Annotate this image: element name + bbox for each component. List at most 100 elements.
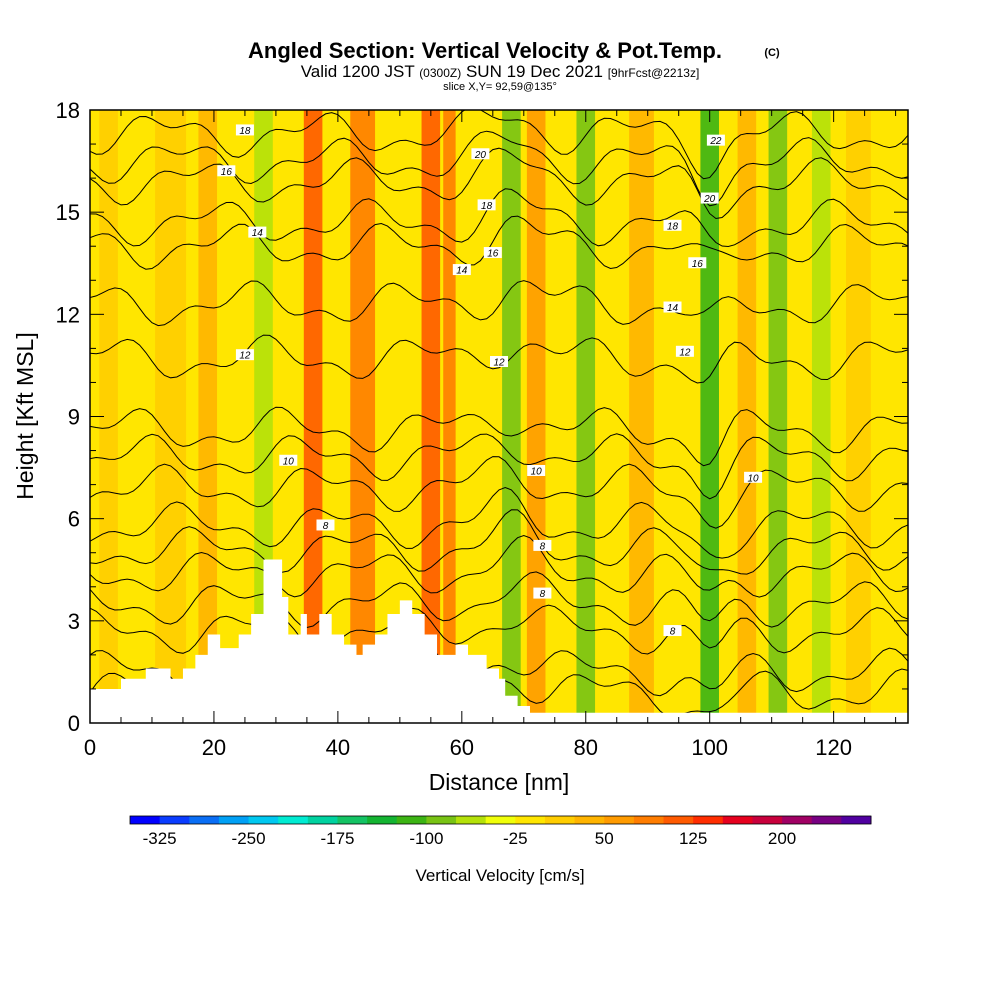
colorbar-swatch: [693, 816, 724, 824]
isotherm-label: 16: [221, 167, 233, 178]
x-tick-label: 40: [326, 735, 350, 760]
colorbar-tick-label: -250: [232, 829, 266, 848]
velocity-band: [443, 110, 456, 723]
isotherm-line: [90, 280, 908, 327]
isotherm-label-bg: [706, 134, 725, 146]
slice-info: slice X,Y= 92,59@135°: [443, 81, 557, 93]
tick-labels: 0 20 40 60 80 100 120 0 3 6 9 12 15 18: [56, 98, 852, 760]
x-tick-label: 120: [815, 735, 852, 760]
velocity-band: [526, 110, 546, 723]
colorbar-swatch: [752, 816, 783, 824]
valid-zulu: (0300Z): [419, 66, 461, 80]
colorbar-swatch: [722, 816, 753, 824]
valid-date: SUN 19 Dec 2021: [466, 62, 603, 81]
isotherm-label-bg: [471, 148, 490, 160]
velocity-band: [576, 110, 596, 723]
y-tick-label: 6: [68, 507, 80, 532]
isotherm-label: 10: [748, 473, 760, 484]
colorbar-swatch: [456, 816, 487, 824]
colorbar-swatch: [189, 816, 220, 824]
isotherm-line: [90, 534, 908, 598]
isotherm-line: [90, 130, 908, 207]
isotherm-label: 18: [481, 201, 493, 212]
isotherm-label: 16: [487, 249, 499, 260]
velocity-bands: [99, 110, 871, 723]
isotherm-label-bg: [700, 192, 719, 204]
velocity-band: [737, 110, 757, 723]
y-axis-label: Height [Kft MSL]: [12, 332, 38, 499]
isotherm-labels: 18 16 14 12 10 8 20 18 16 14 12 10 8 8 22 20 18 16 14 12 10 8: [217, 124, 763, 638]
isotherm-label-bg: [527, 464, 546, 476]
isotherm-line: [90, 456, 908, 529]
isotherm-label: 12: [493, 358, 505, 369]
isotherm-line: [90, 604, 908, 655]
isotherm-line: [90, 110, 908, 180]
colorbar-swatch: [663, 816, 694, 824]
y-tick-label: 12: [56, 302, 80, 327]
colorbar-tick-label: -25: [503, 829, 528, 848]
isotherm-label-bg: [483, 247, 502, 259]
colorbar-swatch: [633, 816, 665, 824]
velocity-band: [381, 110, 394, 723]
x-tick-label: 0: [84, 735, 96, 760]
isotherm-label-bg: [477, 199, 496, 211]
isotherm-label: 14: [456, 266, 468, 277]
velocity-band: [768, 110, 788, 723]
isotherm-label-bg: [235, 349, 254, 361]
isotherm-label-bg: [217, 165, 236, 177]
y-tick-label: 9: [68, 405, 80, 430]
colorbar-swatch: [782, 816, 813, 824]
chart-title: Angled Section: Vertical Velocity & Pot.…: [248, 38, 722, 63]
isotherm-line: [90, 509, 908, 575]
isotherm-label-bg: [663, 301, 682, 313]
isotherm-line: [90, 486, 908, 559]
isotherm-label: 12: [239, 351, 251, 362]
isotherm-line: [90, 433, 908, 500]
velocity-band: [303, 110, 323, 723]
isotherm-line: [90, 334, 908, 384]
isotherm-line: [90, 406, 908, 467]
isotherm-label: 8: [323, 521, 329, 532]
plot-area: 18 16 14 12 10 8 20 18 16 14 12 10 8 8 22 20 18 16 14 12 10 8: [90, 110, 908, 723]
isotherm-label: 10: [531, 466, 543, 477]
colorbar-tick-label: 200: [768, 829, 796, 848]
colorbar-tick-label: -100: [409, 829, 443, 848]
velocity-band: [629, 110, 654, 723]
velocity-band: [350, 110, 376, 723]
isotherm-label-bg: [744, 471, 763, 483]
y-tick-label: 3: [68, 609, 80, 634]
terrain: [90, 559, 908, 723]
y-tick-label: 15: [56, 200, 80, 225]
isotherm-line: [90, 571, 908, 629]
colorbar-swatch: [544, 816, 576, 824]
x-tick-label: 80: [574, 735, 598, 760]
colorbar-swatch: [307, 816, 338, 824]
colorbar-swatch: [396, 816, 427, 824]
x-tick-label: 60: [450, 735, 474, 760]
velocity-band: [846, 110, 871, 723]
isotherm-label-bg: [316, 519, 335, 531]
colorbar-swatch: [278, 816, 309, 824]
chart-title-unit: (C): [764, 47, 780, 59]
colorbar-swatch: [248, 816, 279, 824]
colorbar-tick-label: -325: [143, 829, 177, 848]
isotherm-label: 20: [703, 194, 716, 205]
isotherm-label: 12: [679, 347, 691, 358]
velocity-band: [811, 110, 831, 723]
colorbar-swatch: [485, 816, 516, 824]
x-tick-label: 100: [691, 735, 728, 760]
colorbar-tick-label: 50: [595, 829, 614, 848]
colorbar-swatch: [130, 816, 161, 824]
isotherm-label-bg: [688, 257, 707, 269]
isotherm-label: 8: [670, 627, 676, 638]
colorbar-swatch: [574, 816, 605, 824]
valid-time: Valid 1200 JST (0300Z) SUN 19 Dec 2021 […: [301, 62, 700, 81]
isotherm-label: 22: [709, 136, 722, 147]
isotherm-label-bg: [533, 539, 552, 551]
colorbar: -325 -250 -175 -100 -25 50 125 200: [129, 815, 872, 848]
isotherm-label-bg: [533, 587, 552, 599]
isotherm-label: 18: [239, 126, 251, 137]
isotherm-line: [90, 188, 908, 248]
colorbar-swatch: [159, 816, 190, 824]
